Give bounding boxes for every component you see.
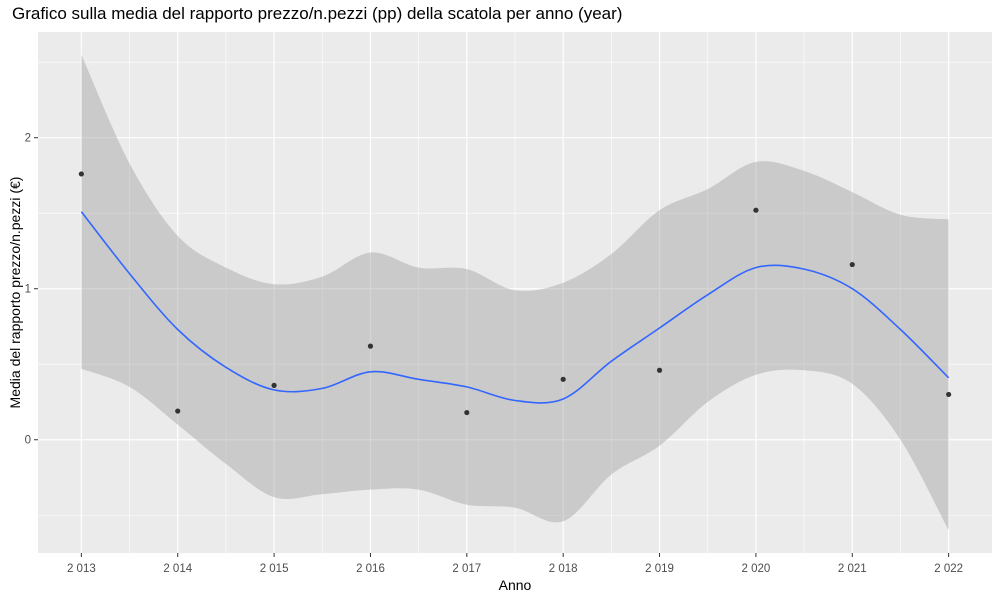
x-tick-label: 2 017 xyxy=(452,563,481,575)
chart-title: Grafico sulla media del rapporto prezzo/… xyxy=(12,4,623,23)
x-tick-label: 2 013 xyxy=(67,563,96,575)
y-axis-title: Media del rapporto prezzo/n.pezzi (€) xyxy=(7,177,23,409)
data-point xyxy=(753,207,759,213)
x-tick-label: 2 019 xyxy=(645,563,674,575)
data-point xyxy=(946,391,952,398)
y-tick-label: 0 xyxy=(25,435,31,447)
y-tick-label: 2 xyxy=(25,133,31,145)
confidence-ribbon xyxy=(81,54,949,531)
x-axis-ticks: 2 013 2 014 2 015 2 016 2 017 2 018 2 019 2 020… xyxy=(67,553,963,575)
x-tick-label: 2 016 xyxy=(356,563,385,575)
y-axis-ticks: 0 1 2 xyxy=(25,133,38,447)
x-axis-title: Anno xyxy=(499,577,532,593)
smooth-line xyxy=(80,211,950,404)
data-point xyxy=(656,367,663,373)
data-point xyxy=(367,343,374,349)
data-point xyxy=(464,409,470,416)
x-tick-label: 2 015 xyxy=(260,563,289,575)
data-point xyxy=(175,408,181,414)
x-tick-label: 2 022 xyxy=(934,563,963,575)
x-tick-label: 2 018 xyxy=(549,563,578,575)
data-point xyxy=(78,171,84,177)
data-point xyxy=(560,376,566,382)
data-point xyxy=(271,382,277,388)
x-tick-label: 2 014 xyxy=(163,563,192,575)
x-tick-label: 2 020 xyxy=(742,563,771,575)
y-tick-label: 1 xyxy=(25,284,31,296)
grid-lines xyxy=(38,32,992,553)
data-points xyxy=(78,171,952,416)
data-point xyxy=(849,261,855,268)
x-tick-label: 2 021 xyxy=(838,563,867,575)
